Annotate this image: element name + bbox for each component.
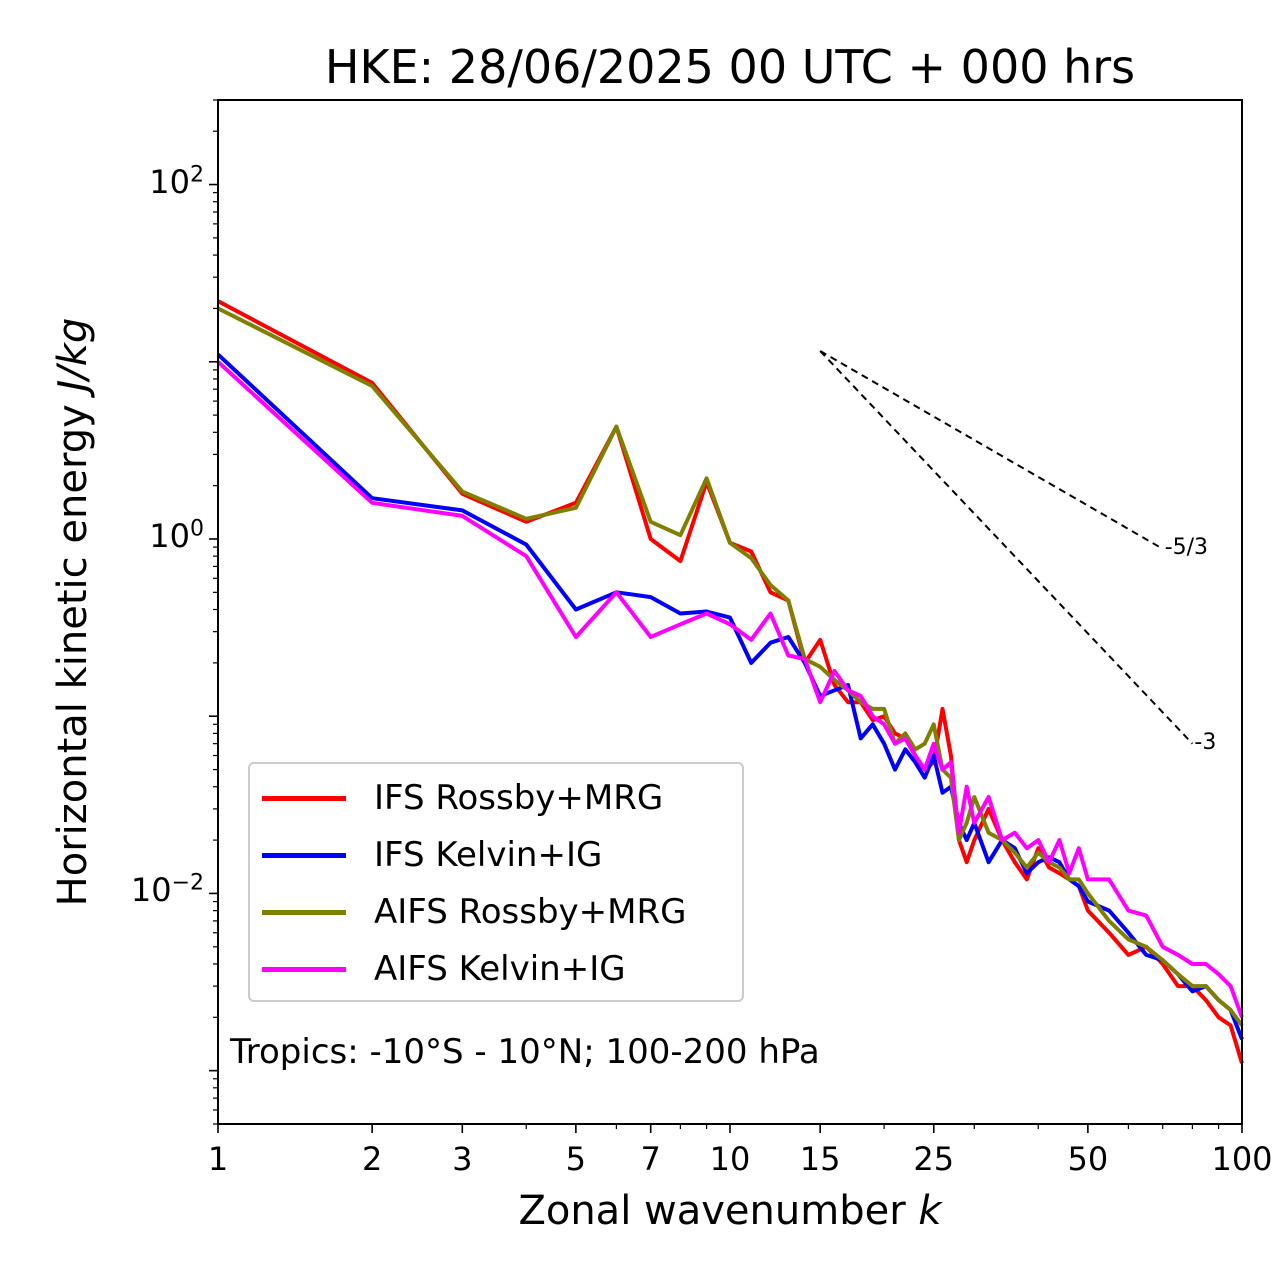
legend-item: AIFS Kelvin+IG (262, 949, 626, 989)
y-axis-label-var: J/kg (50, 317, 96, 392)
series-line (216, 360, 1244, 1018)
legend-label: AIFS Kelvin+IG (374, 949, 626, 989)
plot-frame (217, 99, 1243, 1125)
major-ticks (209, 183, 1243, 1133)
y-tick-exponent: 0 (190, 516, 204, 542)
x-tick-label: 3 (452, 1140, 473, 1178)
x-axis-label-text: Zonal wavenumber (518, 1188, 919, 1234)
legend-item: AIFS Rossby+MRG (262, 892, 686, 932)
legend-item: IFS Rossby+MRG (262, 778, 663, 818)
x-axis-label: Zonal wavenumber k (218, 1188, 1242, 1234)
series-line (217, 306, 1244, 1027)
x-tick-label: 5 (565, 1140, 587, 1178)
slope-reference-line (819, 350, 1164, 550)
y-axis-label: Horizontal kinetic energy J/kg (50, 318, 96, 907)
chart-title: HKE: 28/06/2025 00 UTC + 000 hrs (324, 40, 1136, 94)
y-tick-base: 10 (149, 516, 190, 555)
reference-lines (819, 350, 1194, 745)
y-tick-label: 102 (149, 163, 204, 201)
y-tick-label: 10−2 (131, 871, 204, 909)
legend-swatch (262, 909, 346, 915)
x-tick-label: 100 (1211, 1140, 1273, 1178)
y-tick-label: 100 (149, 517, 204, 555)
series-lines (216, 299, 1244, 1064)
slope-reference-line (819, 350, 1194, 745)
y-tick-base: 10 (130, 871, 172, 910)
legend: IFS Rossby+MRG IFS Kelvin+IG AIFS Rossby… (248, 762, 744, 1002)
x-tick-label: 25 (913, 1140, 955, 1178)
x-tick-label: 10 (709, 1140, 751, 1178)
slope-label: -5/3 (1164, 534, 1209, 560)
legend-label: AIFS Rossby+MRG (374, 892, 687, 932)
y-tick-base: 10 (149, 162, 190, 201)
legend-swatch (262, 852, 346, 858)
x-axis-label-var: k (918, 1188, 942, 1234)
legend-swatch (262, 795, 346, 801)
legend-label: IFS Rossby+MRG (374, 778, 664, 818)
legend-item: IFS Kelvin+IG (262, 835, 602, 875)
x-tick-label: 1 (207, 1140, 229, 1178)
region-annotation: Tropics: -10°S - 10°N; 100-200 hPa (230, 1032, 820, 1072)
series-line (216, 352, 1244, 1041)
x-tick-label: 2 (361, 1140, 383, 1178)
x-tick-label: 15 (799, 1140, 841, 1178)
legend-label: IFS Kelvin+IG (374, 835, 603, 875)
x-tick-label: 7 (640, 1140, 661, 1178)
y-tick-exponent: 2 (190, 161, 204, 187)
y-tick-exponent: −2 (171, 870, 204, 896)
y-axis-label-text: Horizontal kinetic energy (50, 391, 96, 907)
x-tick-label: 50 (1067, 1140, 1109, 1178)
legend-swatch (262, 966, 346, 972)
slope-label: -3 (1194, 729, 1217, 755)
